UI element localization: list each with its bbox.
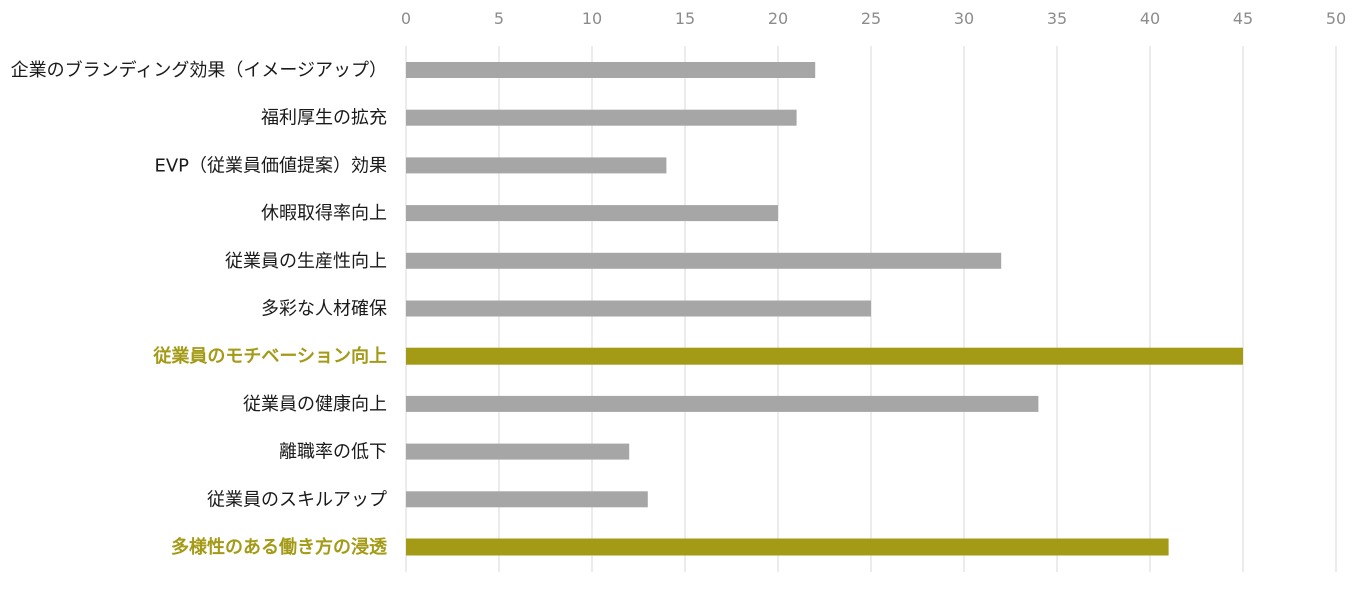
category-label-3: 休暇取得率向上 (261, 203, 387, 224)
x-tick-label-0: 0 (401, 9, 411, 28)
category-labels: 企業のブランディング効果（イメージアップ） 福利厚生の拡充 EVP（従業員価値提案）… (11, 59, 388, 558)
bar-8 (406, 443, 630, 460)
x-tick-label-30: 30 (954, 9, 974, 28)
bar-7 (406, 395, 1039, 412)
bar-9 (406, 491, 648, 508)
category-label-4: 従業員の生産性向上 (225, 251, 387, 272)
bar-10 (406, 538, 1169, 556)
x-tick-label-5: 5 (494, 9, 504, 28)
bar-4 (406, 252, 1002, 269)
category-label-2: EVP（従業員価値提案）効果 (154, 155, 387, 176)
bar-5 (406, 300, 871, 317)
bars (406, 62, 1243, 556)
x-tick-label-10: 10 (582, 9, 602, 28)
category-label-7: 従業員の健康向上 (243, 394, 387, 415)
x-tick-label-50: 50 (1326, 9, 1346, 28)
category-label-9: 従業員のスキルアップ (207, 489, 387, 510)
category-label-5: 多彩な人材確保 (261, 299, 387, 320)
x-tick-label-20: 20 (768, 9, 788, 28)
x-tick-label-35: 35 (1047, 9, 1067, 28)
bar-6 (406, 347, 1243, 365)
bar-0 (406, 62, 816, 78)
x-tick-label-40: 40 (1140, 9, 1160, 28)
x-axis-ticks: 0 5 10 15 20 25 30 35 40 45 50 (401, 9, 1346, 28)
x-tick-label-15: 15 (675, 9, 695, 28)
category-label-8: 離職率の低下 (279, 442, 387, 463)
bar-1 (406, 109, 797, 126)
category-label-0: 企業のブランディング効果（イメージアップ） (11, 59, 387, 81)
bar-3 (406, 205, 778, 222)
category-label-1: 福利厚生の拡充 (261, 108, 387, 129)
category-label-6: 従業員のモチベーション向上 (152, 345, 387, 367)
bar-2 (406, 157, 667, 174)
x-tick-label-25: 25 (861, 9, 881, 28)
category-label-10: 多様性のある働き方の浸透 (171, 536, 388, 558)
x-tick-label-45: 45 (1233, 9, 1253, 28)
